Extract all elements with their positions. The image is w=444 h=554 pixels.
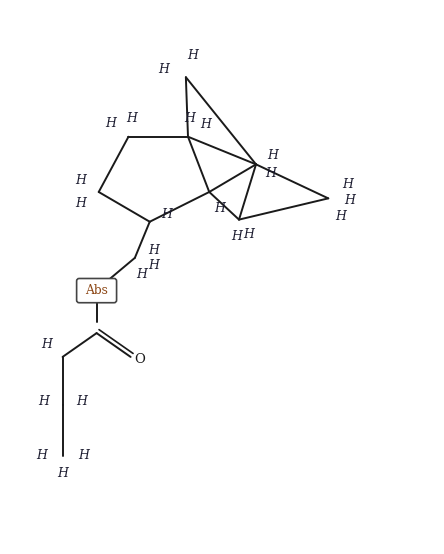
Text: H: H [185, 112, 195, 125]
Text: H: H [41, 338, 52, 351]
Text: H: H [267, 148, 278, 162]
Text: H: H [231, 230, 242, 243]
Text: H: H [76, 396, 87, 408]
Text: H: H [187, 49, 198, 61]
Text: H: H [149, 259, 159, 272]
FancyBboxPatch shape [77, 279, 117, 302]
Text: H: H [127, 112, 137, 125]
Text: H: H [38, 396, 49, 408]
Text: H: H [200, 119, 211, 131]
Text: H: H [342, 178, 353, 191]
Text: H: H [344, 194, 355, 207]
Text: H: H [36, 449, 47, 461]
Text: H: H [136, 268, 147, 281]
Text: H: H [214, 202, 225, 214]
Text: O: O [135, 352, 145, 366]
Text: H: H [149, 244, 159, 257]
Text: H: H [243, 228, 254, 241]
Text: H: H [75, 197, 86, 211]
Text: H: H [79, 449, 89, 461]
Text: H: H [335, 210, 345, 223]
Text: H: H [75, 173, 86, 187]
Text: H: H [161, 208, 172, 220]
Text: Abs: Abs [85, 284, 108, 297]
Text: H: H [159, 63, 169, 76]
Text: H: H [57, 467, 68, 480]
Text: H: H [266, 167, 276, 180]
Text: H: H [105, 117, 116, 131]
